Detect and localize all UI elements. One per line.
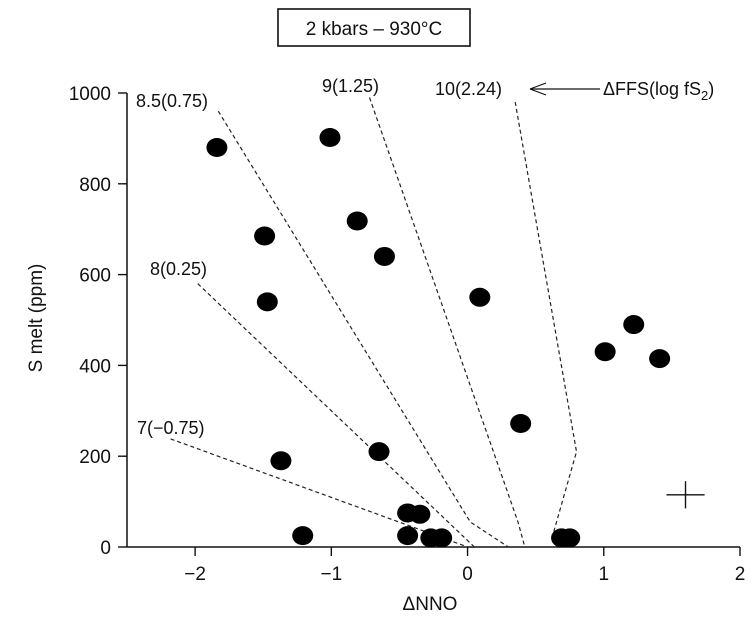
y-tick-label: 0 (100, 538, 111, 559)
x-axis-title: ΔNNO (403, 594, 458, 615)
buffer-line (368, 97, 526, 548)
buffer-label-7: 7(−0.75) (137, 418, 205, 438)
x-tick-label: 1 (598, 564, 609, 585)
data-points (206, 127, 671, 548)
data-point (346, 211, 368, 231)
buffer-labels: 8.5(0.75) 9(1.25) 10(2.24) 8(0.25) 7(−0.… (136, 76, 502, 438)
buffer-line (170, 438, 468, 548)
data-point (649, 349, 671, 369)
data-point (469, 287, 491, 307)
data-point (270, 451, 292, 471)
data-point (594, 342, 616, 362)
annotation-arrow-head (529, 82, 547, 96)
data-point (431, 528, 453, 548)
x-tick-label: 2 (735, 564, 746, 585)
annotation-subscript: 2 (701, 88, 708, 103)
data-point (292, 526, 314, 546)
data-point (623, 315, 645, 335)
annotation-close: ) (708, 79, 714, 99)
buffer-label-10: 10(2.24) (435, 79, 502, 99)
error-bar (666, 481, 705, 509)
y-tick-label: 200 (79, 447, 111, 468)
data-point (256, 292, 278, 312)
data-point (409, 504, 431, 524)
data-point (397, 526, 419, 546)
x-tick-label: −1 (320, 564, 342, 585)
x-tick-label: −2 (184, 564, 206, 585)
data-point (373, 246, 395, 266)
x-tick-label: 0 (462, 564, 473, 585)
dffs-annotation: ΔFFS(log fS2) (529, 79, 714, 103)
buffer-line (197, 283, 475, 548)
data-point (510, 414, 532, 434)
annotation-text: ΔFFS(log fS2) (603, 79, 714, 103)
buffer-line (514, 101, 578, 539)
title-frame (277, 8, 471, 47)
y-tick-label: 600 (79, 266, 111, 287)
data-point (319, 127, 341, 147)
title-box: 2 kbars – 930°C (277, 8, 471, 47)
y-tick-label: 800 (79, 175, 111, 196)
buffer-line (217, 110, 509, 548)
buffer-label-9: 9(1.25) (322, 76, 379, 96)
data-point (559, 528, 581, 548)
data-point (368, 442, 390, 462)
data-point (206, 137, 228, 157)
buffer-label-8-5: 8.5(0.75) (136, 91, 208, 111)
data-point (254, 226, 276, 246)
buffer-lines (170, 97, 578, 548)
buffer-label-8: 8(0.25) (150, 259, 207, 279)
y-axis-title: S melt (ppm) (26, 264, 47, 373)
x-ticks: −2 −1 0 1 2 (184, 547, 745, 585)
y-tick-label: 1000 (69, 84, 111, 105)
y-tick-label: 400 (79, 356, 111, 377)
y-ticks: 0 200 400 600 800 1000 (69, 84, 127, 559)
chart-title: 2 kbars – 930°C (306, 19, 442, 40)
annotation-main: ΔFFS(log fS (603, 79, 701, 99)
